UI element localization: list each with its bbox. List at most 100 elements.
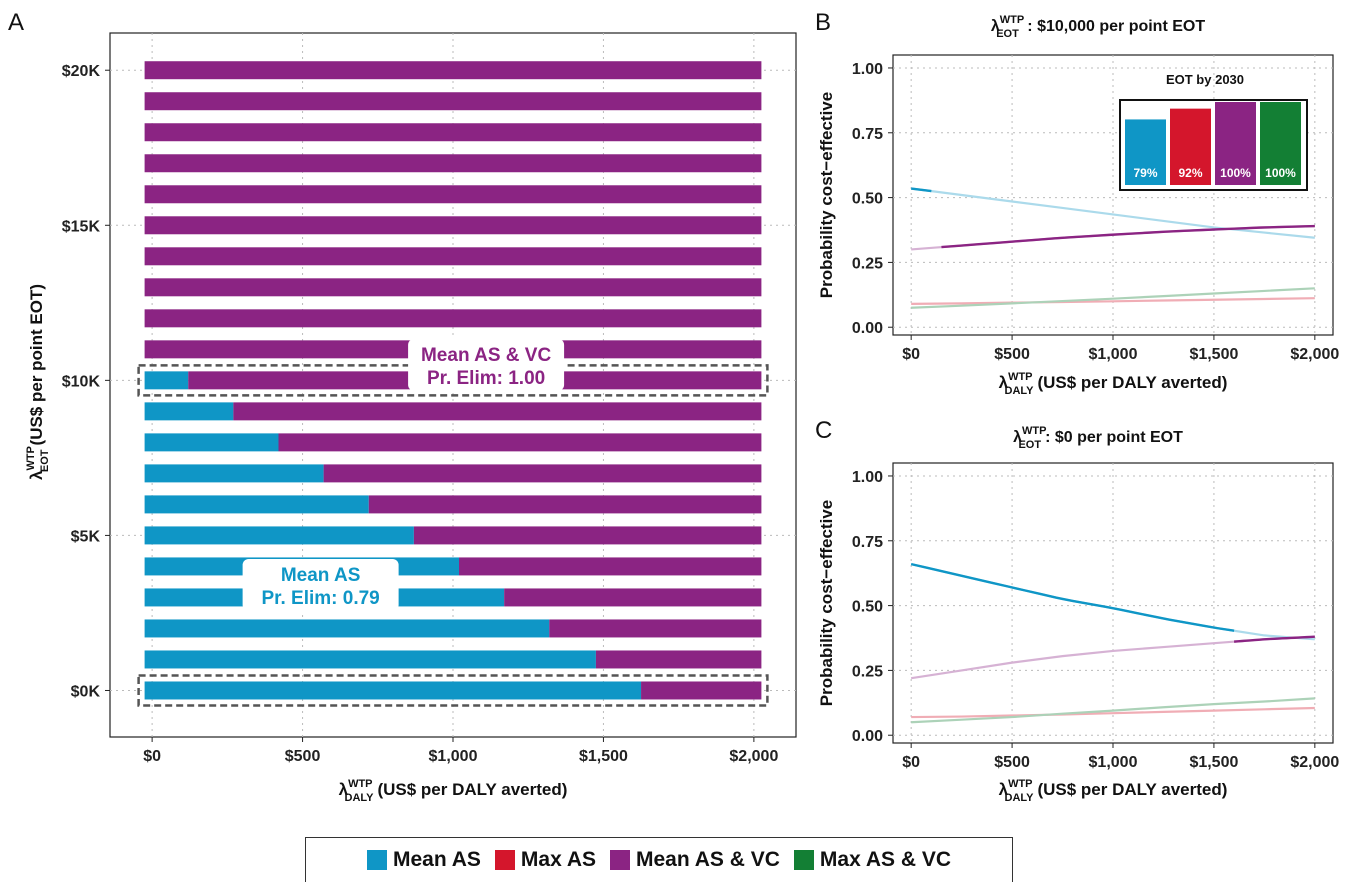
bar-segment-mean-as [144, 619, 550, 638]
y-tick-label: 0.75 [852, 534, 883, 551]
y-tick-label: 0.25 [852, 663, 883, 680]
bar-segment-mean-as-vc [144, 247, 762, 266]
annotation-line2: Pr. Elim: 1.00 [427, 368, 545, 389]
inset-bar [1125, 119, 1166, 185]
x-tick-label: $1,000 [429, 748, 478, 765]
legend-label: Max AS & VC [819, 848, 952, 871]
bar-segment-mean-as-vc [323, 464, 762, 483]
bar-segment-mean-as-vc [144, 123, 762, 142]
x-tick-label: $1,500 [579, 748, 628, 765]
panel-a-y-ticks: $0K $5K $10K $15K $20K [62, 63, 110, 700]
legend-swatch [793, 850, 814, 870]
y-tick-label: $5K [71, 528, 101, 545]
panel-c-x-axis-label: λWTP DALY (US$ per DALY averted) [999, 778, 1228, 804]
bar-segment-mean-as [144, 464, 324, 483]
highlight-box [137, 674, 769, 707]
x-tick-label: $0 [902, 346, 920, 363]
panel-b-lines [911, 187, 1315, 309]
line-series-light [911, 297, 1315, 305]
panel-b-x-axis-label: λWTP DALY (US$ per DALY averted) [999, 371, 1228, 397]
bar-segment-mean-as-vc [144, 278, 762, 297]
bar-segment-mean-as [144, 526, 414, 545]
inset-title: EOT by 2030 [1166, 72, 1244, 87]
panel-b-inset: EOT by 2030 79% 92% 100% 100% [1119, 72, 1308, 191]
inset-bar [1215, 102, 1256, 185]
x-tick-label: $2,000 [1290, 754, 1339, 771]
bar-segment-mean-as [144, 371, 189, 390]
inset-bar-label: 100% [1220, 166, 1251, 180]
legend-item-max-as-vc: Max AS & VC [793, 848, 952, 872]
panel-a-x-ticks: $0 $500 $1,000 $1,500 $2,000 [143, 737, 778, 765]
legend-item-max-as: Max AS [494, 848, 596, 872]
annotation-box [242, 559, 399, 612]
bar-segment-mean-as-vc [278, 433, 762, 452]
y-tick-label: $0K [71, 683, 101, 700]
panel-c-title: λWTP EOT: $0 per point EOT [1013, 425, 1183, 451]
x-tick-label: $2,000 [1290, 346, 1339, 363]
bar-segment-mean-as-vc [144, 309, 762, 328]
panel-a-x-axis-label: λWTP DALY (US$ per DALY averted) [339, 778, 568, 804]
legend: Mean AS Max AS Mean AS & VC Max AS & VC [305, 837, 1013, 882]
bar-segment-mean-as [144, 402, 234, 421]
bar-segment-mean-as-vc [144, 61, 762, 80]
bar-segment-mean-as-vc [144, 185, 762, 204]
x-tick-label: $500 [994, 346, 1030, 363]
bar-segment-mean-as-vc [595, 650, 762, 669]
legend-item-mean-as: Mean AS [366, 848, 481, 872]
x-tick-label: $1,000 [1089, 346, 1138, 363]
line-series-light [911, 287, 1315, 309]
annotation-line1: Mean AS & VC [421, 345, 551, 366]
panel-b-x-ticks: $0 $500 $1,000 $1,500 $2,000 [902, 335, 1339, 363]
bar-segment-mean-as-vc [144, 216, 762, 235]
x-tick-label: $1,500 [1189, 754, 1238, 771]
y-tick-label: $15K [62, 218, 101, 235]
bar-segment-mean-as [144, 433, 279, 452]
y-tick-label: $20K [62, 63, 101, 80]
panel-a-y-axis-label: λWTP EOT(US$ per point EOT) [25, 284, 51, 480]
line-series-dominant [910, 562, 1235, 632]
x-tick-label: $500 [994, 754, 1030, 771]
y-tick-label: 0.75 [852, 126, 883, 143]
inset-bar-label: 92% [1178, 166, 1202, 180]
panel-c-x-ticks: $0 $500 $1,000 $1,500 $2,000 [902, 743, 1339, 771]
bar-segment-mean-as-vc [144, 92, 762, 111]
line-series-light [911, 706, 1315, 719]
annotation-line1: Mean AS [281, 565, 361, 586]
legend-label: Max AS [520, 848, 596, 871]
y-tick-label: 1.00 [852, 61, 883, 78]
y-tick-label: 0.50 [852, 191, 883, 208]
line-series-dominant [911, 187, 932, 193]
bar-segment-mean-as-vc [504, 588, 762, 607]
y-tick-label: 0.00 [852, 728, 883, 745]
x-tick-label: $2,000 [729, 748, 778, 765]
panel-c-chart: λWTP EOT: $0 per point EOT $0 $500 $1,000 $1… [817, 425, 1339, 804]
bar-segment-mean-as-vc [413, 526, 762, 545]
line-series-light [911, 697, 1315, 724]
bar-segment-mean-as [144, 495, 369, 514]
panel-letter-b: B [815, 9, 831, 36]
inset-bar-label: 79% [1133, 166, 1157, 180]
panel-b-chart: λWTP EOT : $10,000 per point EOT EOT by 2… [817, 14, 1339, 397]
bar-segment-mean-as-vc [459, 557, 762, 576]
inset-bar [1260, 102, 1301, 185]
x-tick-label: $1,000 [1089, 754, 1138, 771]
legend-swatch [366, 850, 387, 870]
bar-segment-mean-as [144, 681, 642, 700]
x-tick-label: $1,500 [1189, 346, 1238, 363]
line-series-dominant [941, 224, 1315, 249]
y-tick-label: 1.00 [852, 469, 883, 486]
inset-bar [1170, 108, 1211, 185]
y-tick-label: 0.25 [852, 255, 883, 272]
panel-c-y-axis-label: Probability cost−effective [817, 500, 836, 706]
y-tick-label: 0.50 [852, 599, 883, 616]
bar-segment-mean-as-vc [549, 619, 762, 638]
inset-bar-label: 100% [1265, 166, 1296, 180]
bar-segment-mean-as-vc [233, 402, 762, 421]
x-tick-label: $0 [902, 754, 920, 771]
bar-segment-mean-as-vc [368, 495, 762, 514]
bar-segment-mean-as [144, 650, 596, 669]
x-tick-label: $0 [143, 748, 161, 765]
legend-label: Mean AS [392, 848, 481, 871]
